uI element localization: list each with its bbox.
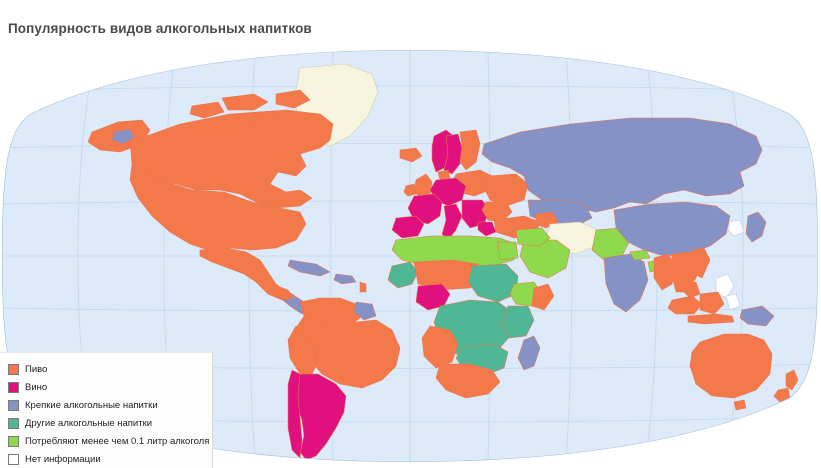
legend-swatch-low [8, 436, 19, 447]
country-philippines[interactable] [715, 273, 735, 299]
page-title: Популярность видов алкогольных напитков [8, 21, 312, 36]
country-denmark[interactable] [437, 169, 451, 181]
country-japan[interactable] [745, 211, 767, 243]
region-ukraine-belarus[interactable] [483, 173, 529, 207]
legend-label-other: Другие алкогольные напитки [25, 418, 153, 429]
region-canada-arctic-3[interactable] [189, 101, 225, 119]
country-vietnam[interactable] [691, 247, 711, 279]
country-sweden[interactable] [443, 133, 463, 175]
legend-label-beer: Пиво [25, 364, 48, 375]
country-china[interactable] [613, 201, 731, 257]
legend-item-wine[interactable]: Вино [8, 379, 206, 396]
region-nepal[interactable] [629, 249, 651, 261]
country-papua-new-guinea[interactable] [739, 305, 775, 327]
region-sudan[interactable] [467, 263, 519, 303]
country-south-africa[interactable] [435, 363, 501, 399]
countries-layer[interactable] [87, 63, 799, 461]
ocean-layer [2, 50, 818, 462]
region-korea[interactable] [727, 219, 745, 237]
country-united-states[interactable] [129, 163, 307, 251]
country-hispaniola[interactable] [333, 273, 357, 285]
region-borneo[interactable] [699, 291, 725, 315]
region-iraq-syria[interactable] [515, 227, 551, 247]
region-canada-arctic-1[interactable] [221, 93, 269, 111]
legend-label-nodata: Нет информации [25, 454, 101, 465]
legend-item-other[interactable]: Другие алкогольные напитки [8, 415, 206, 432]
region-iberia[interactable] [391, 215, 425, 239]
legend-label-low: Потребляют менее чем 0.1 литр алкоголя [25, 436, 210, 447]
legend-item-spirits[interactable]: Крепкие алкогольные напитки [8, 397, 206, 414]
country-madagascar[interactable] [517, 335, 541, 371]
region-guyanas[interactable] [353, 301, 377, 321]
country-iceland[interactable] [399, 147, 423, 163]
legend-label-wine: Вино [25, 382, 48, 393]
country-malaysia[interactable] [683, 281, 701, 299]
legend-swatch-spirits [8, 400, 19, 411]
country-egypt[interactable] [497, 241, 519, 261]
country-mexico[interactable] [199, 247, 287, 301]
legend-item-nodata[interactable]: Нет информации [8, 451, 206, 468]
region-guatemala[interactable] [271, 283, 295, 301]
country-ireland[interactable] [403, 183, 417, 197]
legend-swatch-beer [8, 364, 19, 375]
country-cuba[interactable] [287, 259, 331, 277]
region-west-africa-coast[interactable] [387, 261, 419, 289]
country-australia[interactable] [689, 333, 773, 399]
region-arabia[interactable] [519, 239, 571, 279]
region-sulawesi[interactable] [725, 293, 741, 311]
country-canada[interactable] [129, 109, 334, 209]
legend-item-low[interactable]: Потребляют менее чем 0.1 литр алкоголя [8, 433, 210, 450]
country-new-zealand[interactable] [785, 369, 799, 391]
legend-label-spirits: Крепкие алкогольные напитки [25, 400, 158, 411]
country-russia[interactable] [481, 117, 763, 213]
region-canada-arctic-4[interactable] [243, 111, 277, 127]
country-somalia[interactable] [531, 283, 555, 311]
title-bar: Популярность видов алкогольных напитков [0, 0, 821, 44]
legend-swatch-wine [8, 382, 19, 393]
region-north-africa[interactable] [391, 235, 517, 269]
country-greece[interactable] [477, 221, 497, 237]
legend: Пиво Вино Крепкие алкогольные напитки Др… [0, 352, 213, 468]
globe-outline [2, 50, 818, 462]
country-finland[interactable] [459, 129, 481, 171]
country-myanmar[interactable] [653, 253, 677, 291]
country-italy[interactable] [441, 203, 463, 241]
legend-swatch-other [8, 418, 19, 429]
region-canada-arctic-2[interactable] [275, 89, 311, 109]
region-tasmania[interactable] [733, 399, 747, 411]
region-east-africa[interactable] [501, 305, 535, 339]
region-alaska-spirits[interactable] [111, 128, 135, 145]
world-map[interactable] [0, 44, 821, 468]
world-map-container [0, 44, 821, 468]
region-java[interactable] [687, 313, 735, 325]
legend-swatch-nodata [8, 454, 19, 465]
region-lesser-antilles[interactable] [359, 281, 367, 293]
legend-item-beer[interactable]: Пиво [8, 361, 206, 378]
